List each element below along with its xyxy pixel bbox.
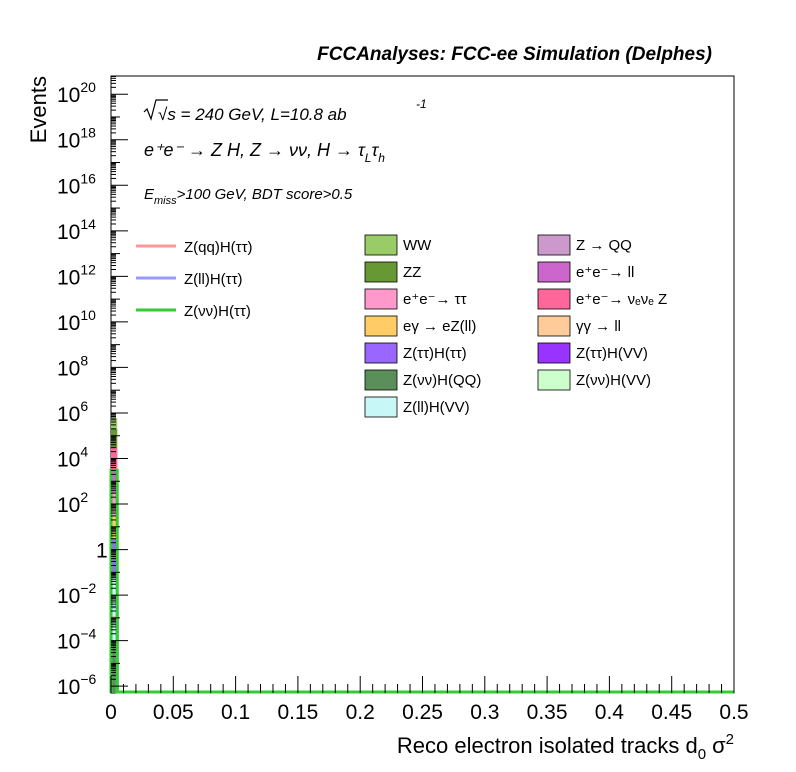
legend-label: e⁺e⁻→ νₑνₑ Z — [576, 291, 667, 308]
legend-swatch-a-5 — [364, 369, 398, 391]
legend-label: Z(ll)H(ττ) — [184, 271, 243, 288]
annotation-process-tau: τ — [371, 140, 379, 160]
legend-label: Z(ττ)H(VV) — [576, 345, 648, 362]
svg-text:√s = 240 GeV, L=10.8 ab: √s = 240 GeV, L=10.8 ab — [158, 105, 347, 124]
legend-swatch-a-2 — [364, 288, 398, 310]
y-tick-label: 102 — [57, 489, 88, 517]
x-tick-label: 0.05 — [153, 701, 194, 724]
x-tick-label: 0.5 — [719, 701, 748, 724]
legend-swatch-b-2 — [537, 288, 571, 310]
x-tick-label: 0.45 — [651, 701, 692, 724]
annotation-process-text: e⁺e⁻ → Z H, Z → νν, H → τ — [144, 140, 366, 160]
svg-text:Emiss>100 GeV, BDT score>0.5: Emiss>100 GeV, BDT score>0.5 — [144, 186, 353, 207]
legend-label: Z(ll)H(VV) — [403, 399, 470, 416]
y-tick-label: 1012 — [57, 261, 96, 289]
y-tick-label: 1018 — [57, 125, 96, 153]
y-tick-label: 1020 — [57, 79, 96, 107]
y-tick-label: 10−6 — [57, 671, 97, 699]
y-tick-label: 10−2 — [57, 580, 97, 608]
x-tick-label: 0.4 — [595, 701, 625, 724]
legend-swatch-a-1 — [364, 261, 398, 283]
annotation-energy-sup: -1 — [416, 97, 427, 111]
annotation-cut-rest: >100 GeV, BDT score>0.5 — [177, 186, 353, 203]
y-tick-label: 10−4 — [57, 626, 97, 654]
x-tick-label: 0.25 — [402, 701, 443, 724]
annotation-process-sub-l: L — [365, 151, 372, 165]
y-tick-label: 1016 — [57, 170, 96, 198]
annotation-cut-sub: miss — [154, 195, 177, 207]
legend: Z(qq)H(ττ) Z(ll)H(ττ) Z(νν)H(ττ) WW ZZ e⁺e⁻→ … — [136, 234, 667, 418]
x-axis-label-text: Reco electron isolated tracks d — [397, 733, 698, 758]
legend-swatch-b-5 — [537, 369, 571, 391]
x-axis-label-sigma: σ — [712, 733, 726, 758]
legend-label: Z(νν)H(ττ) — [184, 303, 251, 320]
legend-swatch-b-1 — [537, 261, 571, 283]
legend-label: Z(qq)H(ττ) — [184, 239, 253, 256]
legend-label: γγ → ll — [576, 318, 621, 335]
x-tick-label: 0.2 — [346, 701, 375, 724]
legend-swatch-b-3 — [537, 315, 571, 337]
y-tick-label: 106 — [57, 398, 88, 426]
chart-title: FCCAnalyses: FCC-ee Simulation (Delphes) — [317, 44, 712, 65]
legend-label: WW — [403, 237, 432, 254]
annotation-cut-e: E — [144, 186, 155, 203]
annotation-process-sub-h: h — [378, 151, 385, 165]
x-tick-label: 0.1 — [221, 701, 250, 724]
x-tick-label: 0 — [105, 701, 117, 724]
legend-label: e⁺e⁻→ ll — [576, 264, 634, 281]
annotation-energy: √s = 240 GeV, L=10.8 ab -1 — [143, 97, 427, 124]
x-tick-label: 0.3 — [470, 701, 499, 724]
legend-swatch-b-4 — [537, 342, 571, 364]
legend-swatch-a-0 — [364, 234, 398, 256]
legend-label: ZZ — [403, 264, 421, 281]
legend-label: e⁺e⁻→ ττ — [403, 291, 467, 308]
y-tick-label: 104 — [57, 443, 88, 471]
legend-label: Z(ττ)H(ττ) — [403, 345, 467, 362]
legend-swatch-b-0 — [537, 234, 571, 256]
x-axis-label-sup: 2 — [726, 731, 734, 748]
bar-7 — [111, 577, 118, 693]
legend-label: Z(νν)H(QQ) — [403, 372, 481, 389]
annotation-energy-text: √s = 240 GeV, L=10.8 ab — [158, 105, 347, 124]
y-axis-label: Events — [26, 76, 51, 143]
x-axis-label: Reco electron isolated tracks d0 σ2 — [397, 731, 734, 763]
legend-swatch-a-4 — [364, 342, 398, 364]
legend-label: Z(νν)H(VV) — [576, 372, 651, 389]
x-axis-label-sub: 0 — [698, 746, 706, 763]
annotation-process: e⁺e⁻ → Z H, Z → νν, H → τLτh — [144, 140, 385, 165]
y-tick-label: 1014 — [57, 216, 96, 244]
svg-text:e⁺e⁻ → Z H, Z → νν, H → τLτh: e⁺e⁻ → Z H, Z → νν, H → τLτh — [144, 140, 385, 165]
legend-label: eγ → eZ(ll) — [403, 318, 476, 335]
y-tick-label: 108 — [57, 352, 88, 380]
x-tick-label: 0.15 — [277, 701, 318, 724]
x-tick-labels: 0 0.05 0.1 0.15 0.2 0.25 0.3 0.35 0.4 0.45 0.5 — [105, 701, 748, 724]
y-tick-label: 1 — [96, 540, 108, 563]
annotation-cut: Emiss>100 GeV, BDT score>0.5 — [144, 186, 353, 207]
y-tick-labels: 10−6 10−4 10−2 1 102 104 106 108 1010 1012 1014 101… — [57, 79, 108, 699]
axis-ticks — [110, 75, 735, 693]
plot-frame — [110, 75, 735, 694]
y-tick-label: 1010 — [57, 307, 96, 335]
legend-swatch-a-3 — [364, 315, 398, 337]
sqrt-sign — [143, 99, 168, 121]
legend-label: Z → QQ — [576, 237, 632, 254]
legend-swatch-a-6 — [364, 396, 398, 418]
x-tick-label: 0.35 — [527, 701, 568, 724]
